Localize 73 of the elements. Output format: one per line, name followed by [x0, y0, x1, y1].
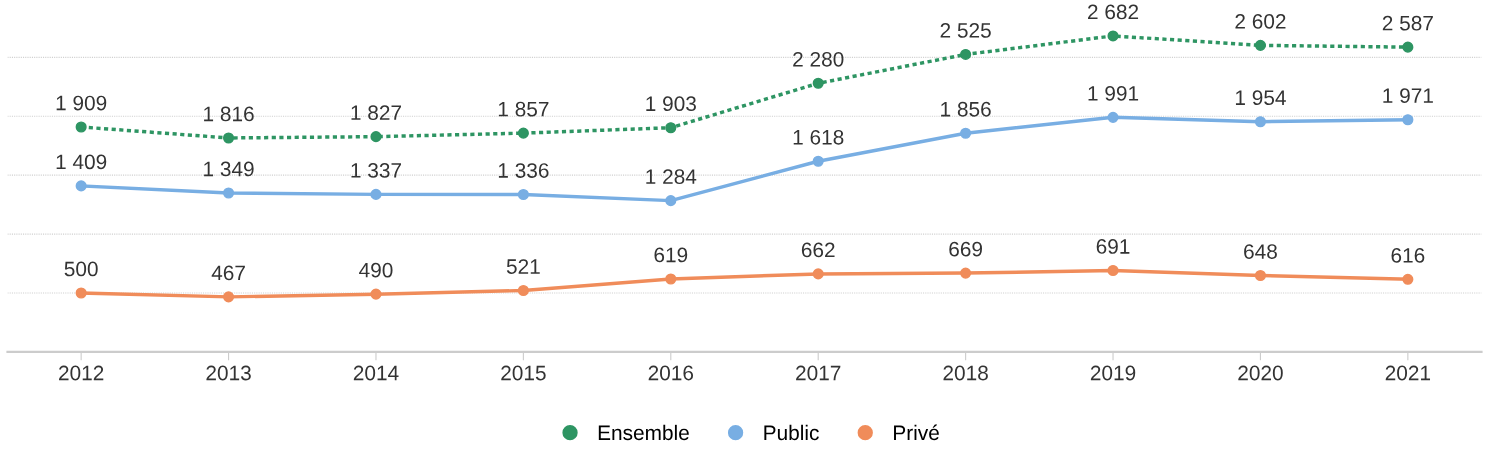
- data-label: 669: [949, 241, 983, 257]
- point: [517, 284, 529, 297]
- x-tick-label: 2015: [501, 365, 546, 381]
- point: [960, 48, 972, 60]
- point: [517, 188, 529, 201]
- data-label: 1 827: [351, 105, 401, 121]
- point: [1402, 114, 1414, 126]
- data-label: 662: [801, 242, 835, 258]
- data-label: 2 587: [1382, 15, 1433, 31]
- data-label: 500: [64, 261, 98, 277]
- data-label: 1 991: [1088, 85, 1139, 101]
- legend-label: Public: [764, 424, 819, 441]
- x-tick-label: 2016: [648, 365, 694, 381]
- x-tick-label: 2017: [796, 365, 841, 381]
- data-label: 616: [1391, 247, 1425, 263]
- data-label: 619: [654, 247, 688, 263]
- data-label: 1 971: [1383, 88, 1433, 104]
- data-label: 1 618: [793, 129, 844, 145]
- data-label: 1 409: [56, 154, 107, 170]
- x-tick-label: 2014: [353, 365, 399, 381]
- legend-label: Privé: [894, 424, 939, 441]
- point: [812, 268, 824, 280]
- data-label: 2 280: [793, 51, 844, 67]
- data-label: 521: [506, 259, 540, 274]
- data-label: 1 349: [204, 161, 254, 177]
- point: [223, 132, 235, 144]
- point: [1254, 269, 1266, 282]
- point: [1107, 264, 1119, 277]
- point: [665, 122, 677, 134]
- data-label: 1 954: [1235, 90, 1286, 106]
- point: [1107, 30, 1119, 42]
- data-label: 2 682: [1088, 4, 1139, 20]
- point: [1402, 273, 1414, 285]
- data-label: 2 602: [1235, 13, 1286, 29]
- legend-label: Ensemble: [598, 424, 689, 441]
- point: [75, 121, 87, 133]
- x-tick-label: 2012: [59, 365, 104, 381]
- point: [812, 77, 824, 89]
- data-label: 1 909: [56, 95, 107, 111]
- data-label: 1 857: [498, 101, 549, 117]
- point: [665, 195, 677, 207]
- point: [75, 180, 87, 192]
- data-label: 691: [1096, 239, 1130, 254]
- point: [517, 127, 529, 139]
- data-label: 1 903: [646, 96, 696, 112]
- point: [1254, 39, 1266, 51]
- data-label: 1 816: [204, 106, 254, 122]
- point: [812, 155, 824, 167]
- x-tick-label: 2020: [1238, 365, 1283, 381]
- point: [223, 291, 235, 303]
- point: [370, 188, 382, 200]
- point: [1107, 111, 1119, 123]
- point: [960, 267, 972, 279]
- point: [370, 131, 382, 143]
- data-label: 1 284: [646, 169, 697, 185]
- x-tick-label: 2018: [943, 365, 988, 381]
- point: [370, 288, 382, 300]
- data-label: 1 856: [941, 101, 991, 117]
- point: [960, 127, 972, 139]
- x-tick-label: 2019: [1090, 365, 1136, 381]
- data-label: 1 337: [351, 163, 401, 178]
- data-label: 1 336: [498, 163, 549, 178]
- point: [1254, 116, 1266, 128]
- point: [665, 273, 677, 285]
- data-label: 2 525: [940, 23, 991, 38]
- data-label: 467: [211, 265, 245, 281]
- data-label: 648: [1244, 244, 1277, 259]
- x-tick-label: 2013: [206, 365, 251, 381]
- x-tick-label: 2021: [1385, 365, 1431, 381]
- point: [223, 187, 235, 199]
- point: [75, 287, 87, 299]
- data-label: 490: [359, 262, 393, 278]
- point: [1402, 41, 1414, 53]
